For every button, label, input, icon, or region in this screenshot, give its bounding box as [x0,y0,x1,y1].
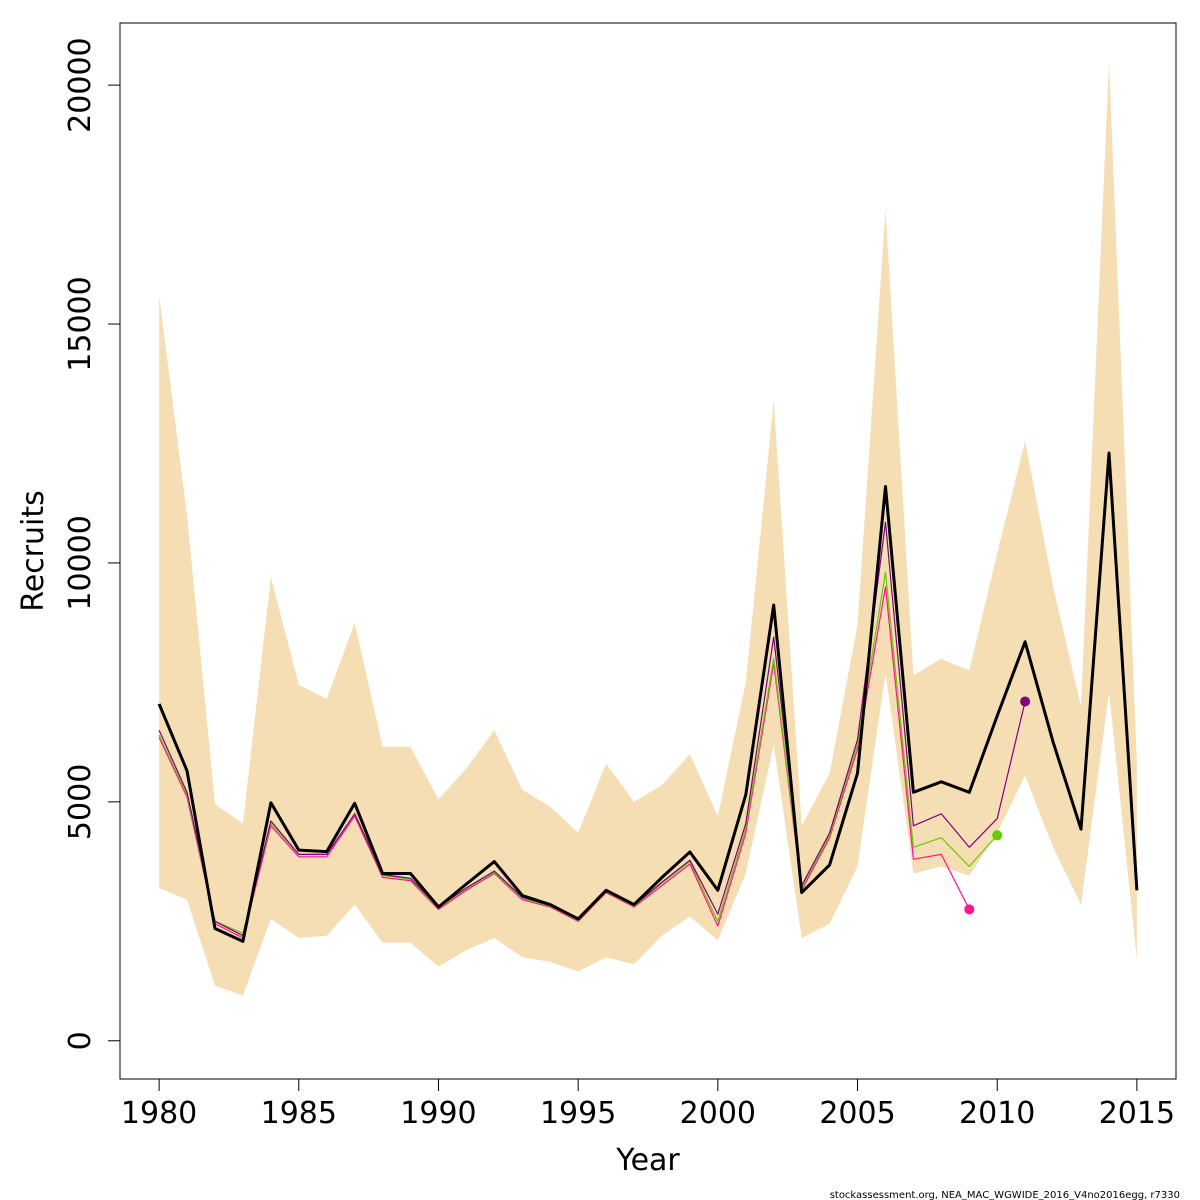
y-tick-label: 10000 [63,515,98,610]
x-axis-title: Year [615,1143,680,1178]
x-tick-label: 1980 [121,1096,197,1131]
y-axis: 0 5000 10000 15000 20000 [63,37,121,1050]
confidence-band-layer [159,61,1137,996]
series-end-point-4 [1020,696,1031,707]
y-tick-label: 5000 [63,764,98,840]
series-line-1 [157,451,1139,943]
y-tick-label: 15000 [63,276,98,371]
series-end-point-2 [964,904,975,915]
confidence-band [159,61,1137,996]
footer-credit: stockassessment.org, NEA_MAC_WGWIDE_2016… [830,1190,1180,1200]
series-line-2 [158,586,970,939]
x-tick-label: 2010 [959,1096,1035,1131]
x-tick-label: 2015 [1099,1096,1175,1131]
x-tick-label: 1990 [400,1096,476,1131]
x-tick-label: 1985 [261,1096,337,1131]
series-end-point-3 [992,830,1003,841]
x-axis: 1980 1985 1990 1995 2000 2005 2010 2015 [121,1078,1175,1131]
series-layer [157,451,1139,943]
x-tick-label: 2000 [680,1096,756,1131]
y-axis-title: Recruits [16,490,51,612]
x-tick-label: 1995 [540,1096,616,1131]
y-tick-label: 0 [63,1031,98,1050]
y-tick-label: 20000 [63,37,98,132]
x-tick-label: 2005 [819,1096,895,1131]
